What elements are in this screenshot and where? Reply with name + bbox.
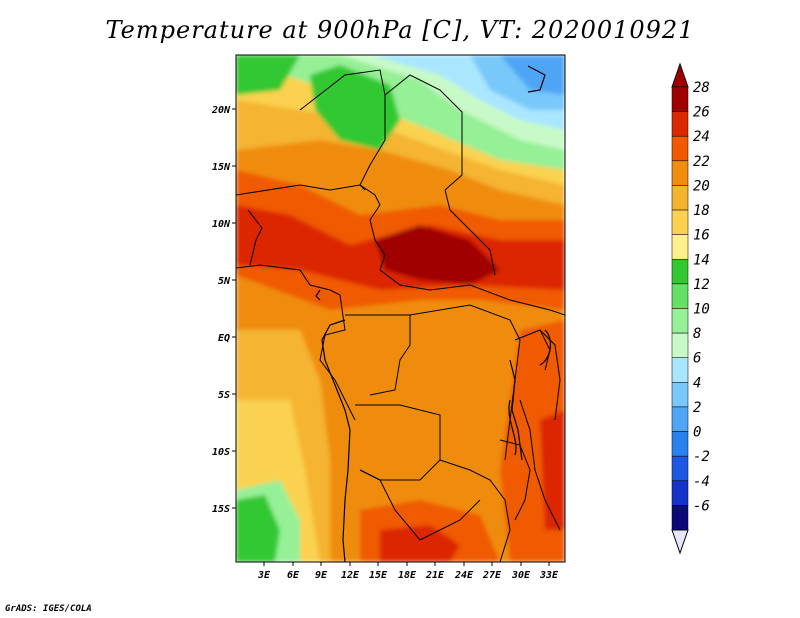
colorbar-swatch xyxy=(671,505,689,531)
lat-label: 10N xyxy=(212,219,231,230)
colorbar-swatch xyxy=(671,111,689,137)
colorbar-swatch xyxy=(671,135,689,162)
colorbar-label: 10 xyxy=(693,302,710,318)
latitude-labels: 20N 15N 10N 5N EQ 5S 10S 15S xyxy=(211,105,231,515)
lat-label: 5N xyxy=(218,276,231,287)
colorbar-label: 4 xyxy=(693,375,701,391)
colorbar-swatch xyxy=(671,185,689,211)
colorbar-swatch xyxy=(671,406,689,432)
lon-label: 33E xyxy=(539,570,559,581)
lon-label: 18E xyxy=(398,570,417,581)
map-frame xyxy=(235,54,566,563)
colorbar-label: 22 xyxy=(693,154,710,170)
colorbar-swatch xyxy=(671,283,689,309)
longitude-labels: 3E 6E 9E 12E 15E 18E 21E 24E 27E 30E 33E xyxy=(257,570,559,581)
lon-label: 6E xyxy=(287,570,300,581)
lat-label: 15N xyxy=(212,162,231,173)
lon-label: 21E xyxy=(425,570,445,581)
colorbar-label: 12 xyxy=(693,277,710,293)
lat-label: 10S xyxy=(212,447,230,458)
lat-label: EQ xyxy=(218,333,230,344)
colorbar-label: 24 xyxy=(693,129,710,145)
colorbar-swatch xyxy=(671,382,689,408)
colorbar-label: 18 xyxy=(693,203,710,219)
lat-label: 15S xyxy=(212,504,230,515)
lon-label: 12E xyxy=(341,570,360,581)
colorbar-label: 20 xyxy=(693,178,710,194)
chart-title: Temperature at 900hPa [C], VT: 202001092… xyxy=(105,16,695,44)
colorbar-label: 16 xyxy=(693,228,710,244)
colorbar-swatch xyxy=(671,160,689,186)
colorbar-swatch xyxy=(671,431,689,457)
colorbar-swatch xyxy=(671,455,689,482)
colorbar-label: 26 xyxy=(693,105,710,121)
temperature-field xyxy=(236,55,565,562)
colorbar-swatch xyxy=(671,234,689,260)
grads-credit: GrADS: IGES/COLA xyxy=(5,604,92,614)
colorbar-swatch xyxy=(671,357,689,383)
lon-label: 24E xyxy=(454,570,474,581)
lon-label: 3E xyxy=(257,570,271,581)
country-borders xyxy=(236,69,565,562)
colorbar-swatch xyxy=(671,308,689,334)
colorbar-label: -4 xyxy=(693,474,710,490)
colorbar-swatch xyxy=(671,332,689,358)
colorbar-swatch xyxy=(671,86,689,112)
colorbar-swatch xyxy=(671,209,689,235)
lon-label: 27E xyxy=(482,570,502,581)
lon-label: 15E xyxy=(369,570,388,581)
colorbar-swatch xyxy=(671,480,689,506)
colorbar-label: 6 xyxy=(693,351,701,367)
coastlines xyxy=(315,65,552,562)
colorbar-label: -2 xyxy=(693,449,710,465)
lon-label: 9E xyxy=(315,570,328,581)
lon-label: 30E xyxy=(511,570,531,581)
colorbar-label: -6 xyxy=(693,498,710,514)
colorbar-bottom-cap xyxy=(671,529,689,555)
lat-label: 5S xyxy=(218,390,230,401)
colorbar-label: 2 xyxy=(693,400,701,416)
lat-label: 20N xyxy=(211,105,231,116)
colorbar-top-cap xyxy=(671,62,689,88)
axis-ticks xyxy=(232,108,550,566)
colorbar-swatch xyxy=(671,259,689,285)
colorbar-label: 8 xyxy=(693,326,701,342)
colorbar-label: 0 xyxy=(693,425,701,441)
colorbar-label: 14 xyxy=(693,252,710,268)
colorbar-label: 28 xyxy=(693,80,710,96)
